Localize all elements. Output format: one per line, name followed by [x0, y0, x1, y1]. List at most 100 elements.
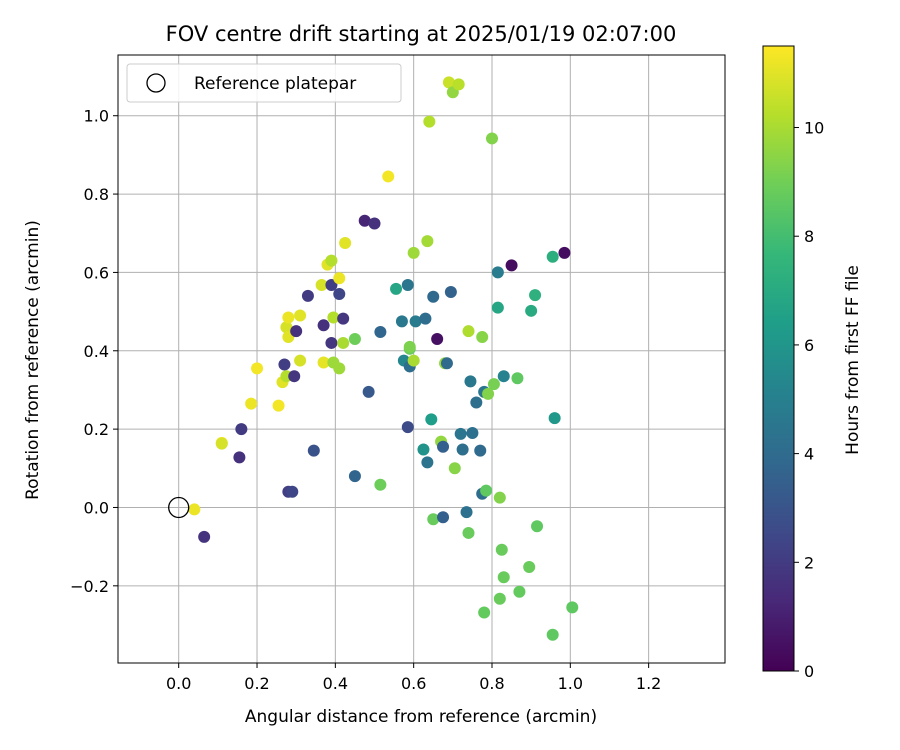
data-point: [427, 513, 440, 526]
x-tick-label: 0.8: [479, 674, 504, 693]
data-point: [327, 311, 340, 324]
data-point: [546, 250, 559, 263]
data-point: [407, 354, 420, 367]
data-point: [444, 286, 457, 299]
data-point: [425, 413, 438, 426]
data-point: [427, 290, 440, 303]
data-point: [478, 606, 491, 619]
data-point: [491, 301, 504, 314]
data-point: [348, 470, 361, 483]
data-point: [294, 309, 307, 322]
data-point: [401, 278, 414, 291]
data-point: [278, 358, 291, 371]
colorbar-tick-label: 2: [804, 553, 814, 572]
legend: Reference platepar: [126, 63, 402, 103]
y-axis-label: Rotation from reference (arcmin): [23, 220, 43, 500]
data-point: [485, 132, 498, 145]
data-point: [493, 491, 506, 504]
data-point: [476, 331, 489, 344]
data-point: [198, 530, 211, 543]
data-point: [523, 561, 536, 574]
data-point: [251, 362, 264, 375]
data-point: [301, 289, 314, 302]
data-point: [280, 321, 293, 334]
data-point: [337, 312, 350, 325]
x-tick-label: 1.0: [558, 674, 583, 693]
data-point: [215, 437, 228, 450]
x-tick-label: 1.2: [636, 674, 661, 693]
data-point: [188, 503, 201, 516]
data-point: [491, 266, 504, 279]
data-point: [286, 485, 299, 498]
plot-frame: [117, 54, 726, 664]
legend-label-reference: Reference platepar: [194, 74, 356, 94]
chart-title: FOV centre drift starting at 2025/01/19 …: [166, 22, 677, 46]
data-point: [358, 214, 371, 227]
data-point: [558, 246, 571, 259]
data-point: [452, 78, 465, 91]
data-point: [395, 315, 408, 328]
data-point: [339, 237, 352, 250]
data-point: [362, 385, 375, 398]
y-tick-label: 0.2: [84, 420, 109, 439]
data-point: [487, 378, 500, 391]
data-point: [462, 526, 475, 539]
data-point: [403, 340, 416, 353]
data-point: [466, 427, 479, 440]
data-point: [382, 170, 395, 183]
data-point: [374, 478, 387, 491]
data-point: [337, 336, 350, 349]
x-tick-label: 0.0: [166, 674, 191, 693]
data-point: [409, 315, 422, 328]
data-point: [368, 217, 381, 230]
data-point: [480, 484, 493, 497]
data-point: [325, 254, 338, 267]
data-point: [421, 235, 434, 248]
y-tick-label: 0.6: [84, 263, 109, 282]
x-tick-label: 0.6: [401, 674, 426, 693]
y-tick-label: 0.0: [84, 498, 109, 517]
plot-area: 0.0 0.2 0.4 0.6 0.8 1.0 1.2 −0.2 0.0 0.2 0.4 0.6 0.8…: [70, 54, 726, 693]
colorbar-label: Hours from first FF file: [843, 265, 863, 455]
data-point: [462, 325, 475, 338]
data-point: [333, 287, 346, 300]
data-point: [317, 319, 330, 332]
data-point: [348, 333, 361, 346]
data-point: [374, 325, 387, 338]
data-point: [529, 289, 542, 302]
data-point: [390, 282, 403, 295]
y-tick-label: 1.0: [84, 107, 109, 126]
data-point: [454, 427, 467, 440]
data-point: [431, 333, 444, 346]
data-point: [333, 272, 346, 285]
data-point: [548, 412, 561, 425]
x-tick-label: 0.4: [323, 674, 348, 693]
plot-background: [118, 55, 725, 663]
data-point: [448, 462, 461, 475]
data-point: [272, 399, 285, 412]
data-point: [493, 592, 506, 605]
data-point: [333, 362, 346, 375]
data-point: [417, 443, 430, 456]
data-point: [315, 278, 328, 291]
colorbar-gradient: [762, 45, 795, 672]
reference-platepar-marker: [168, 496, 190, 519]
data-point: [442, 76, 455, 89]
data-point: [505, 259, 518, 272]
data-point: [282, 311, 295, 324]
data-point: [401, 421, 414, 434]
data-point: [456, 443, 469, 456]
data-point: [290, 325, 303, 338]
data-point: [470, 396, 483, 409]
data-point: [464, 375, 477, 388]
colorbar-tick-label: 10: [804, 119, 824, 138]
data-point: [513, 585, 526, 598]
data-point: [566, 601, 579, 614]
data-point: [531, 520, 544, 533]
y-tick-label: −0.2: [70, 577, 109, 596]
data-point: [497, 370, 510, 383]
data-point: [495, 543, 508, 556]
colorbar-tick-label: 4: [804, 445, 814, 464]
data-point: [325, 278, 338, 291]
